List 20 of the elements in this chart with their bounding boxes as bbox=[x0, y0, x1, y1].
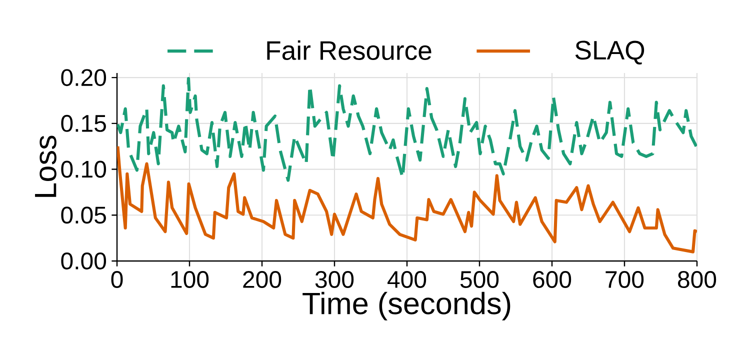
y-tick-label: 0.05 bbox=[61, 206, 106, 224]
x-tick-label: 300 bbox=[315, 271, 354, 288]
y-axis-title: Loss bbox=[35, 136, 56, 197]
y-tick-label: 0.15 bbox=[61, 114, 106, 132]
legend-label: SLAQ bbox=[575, 40, 644, 64]
line-series bbox=[117, 144, 697, 254]
legend-label: Fair Resource bbox=[267, 40, 432, 60]
x-tick-label: 100 bbox=[171, 271, 209, 288]
x-tick-label: 0 bbox=[111, 271, 123, 288]
x-tick-label: 600 bbox=[533, 271, 572, 288]
x-tick-label: 400 bbox=[388, 271, 426, 288]
x-tick-label: 200 bbox=[243, 271, 282, 288]
y-tick-label: 0.20 bbox=[61, 69, 106, 86]
x-tick-label: 500 bbox=[460, 271, 499, 288]
x-tick-label: 800 bbox=[678, 271, 716, 288]
x-tick-label: 700 bbox=[606, 271, 644, 288]
y-tick-label: 0.10 bbox=[61, 160, 106, 178]
line-series bbox=[117, 76, 697, 182]
x-axis-title: Time (seconds) bbox=[302, 292, 510, 320]
y-tick-label: 0.00 bbox=[61, 252, 106, 270]
